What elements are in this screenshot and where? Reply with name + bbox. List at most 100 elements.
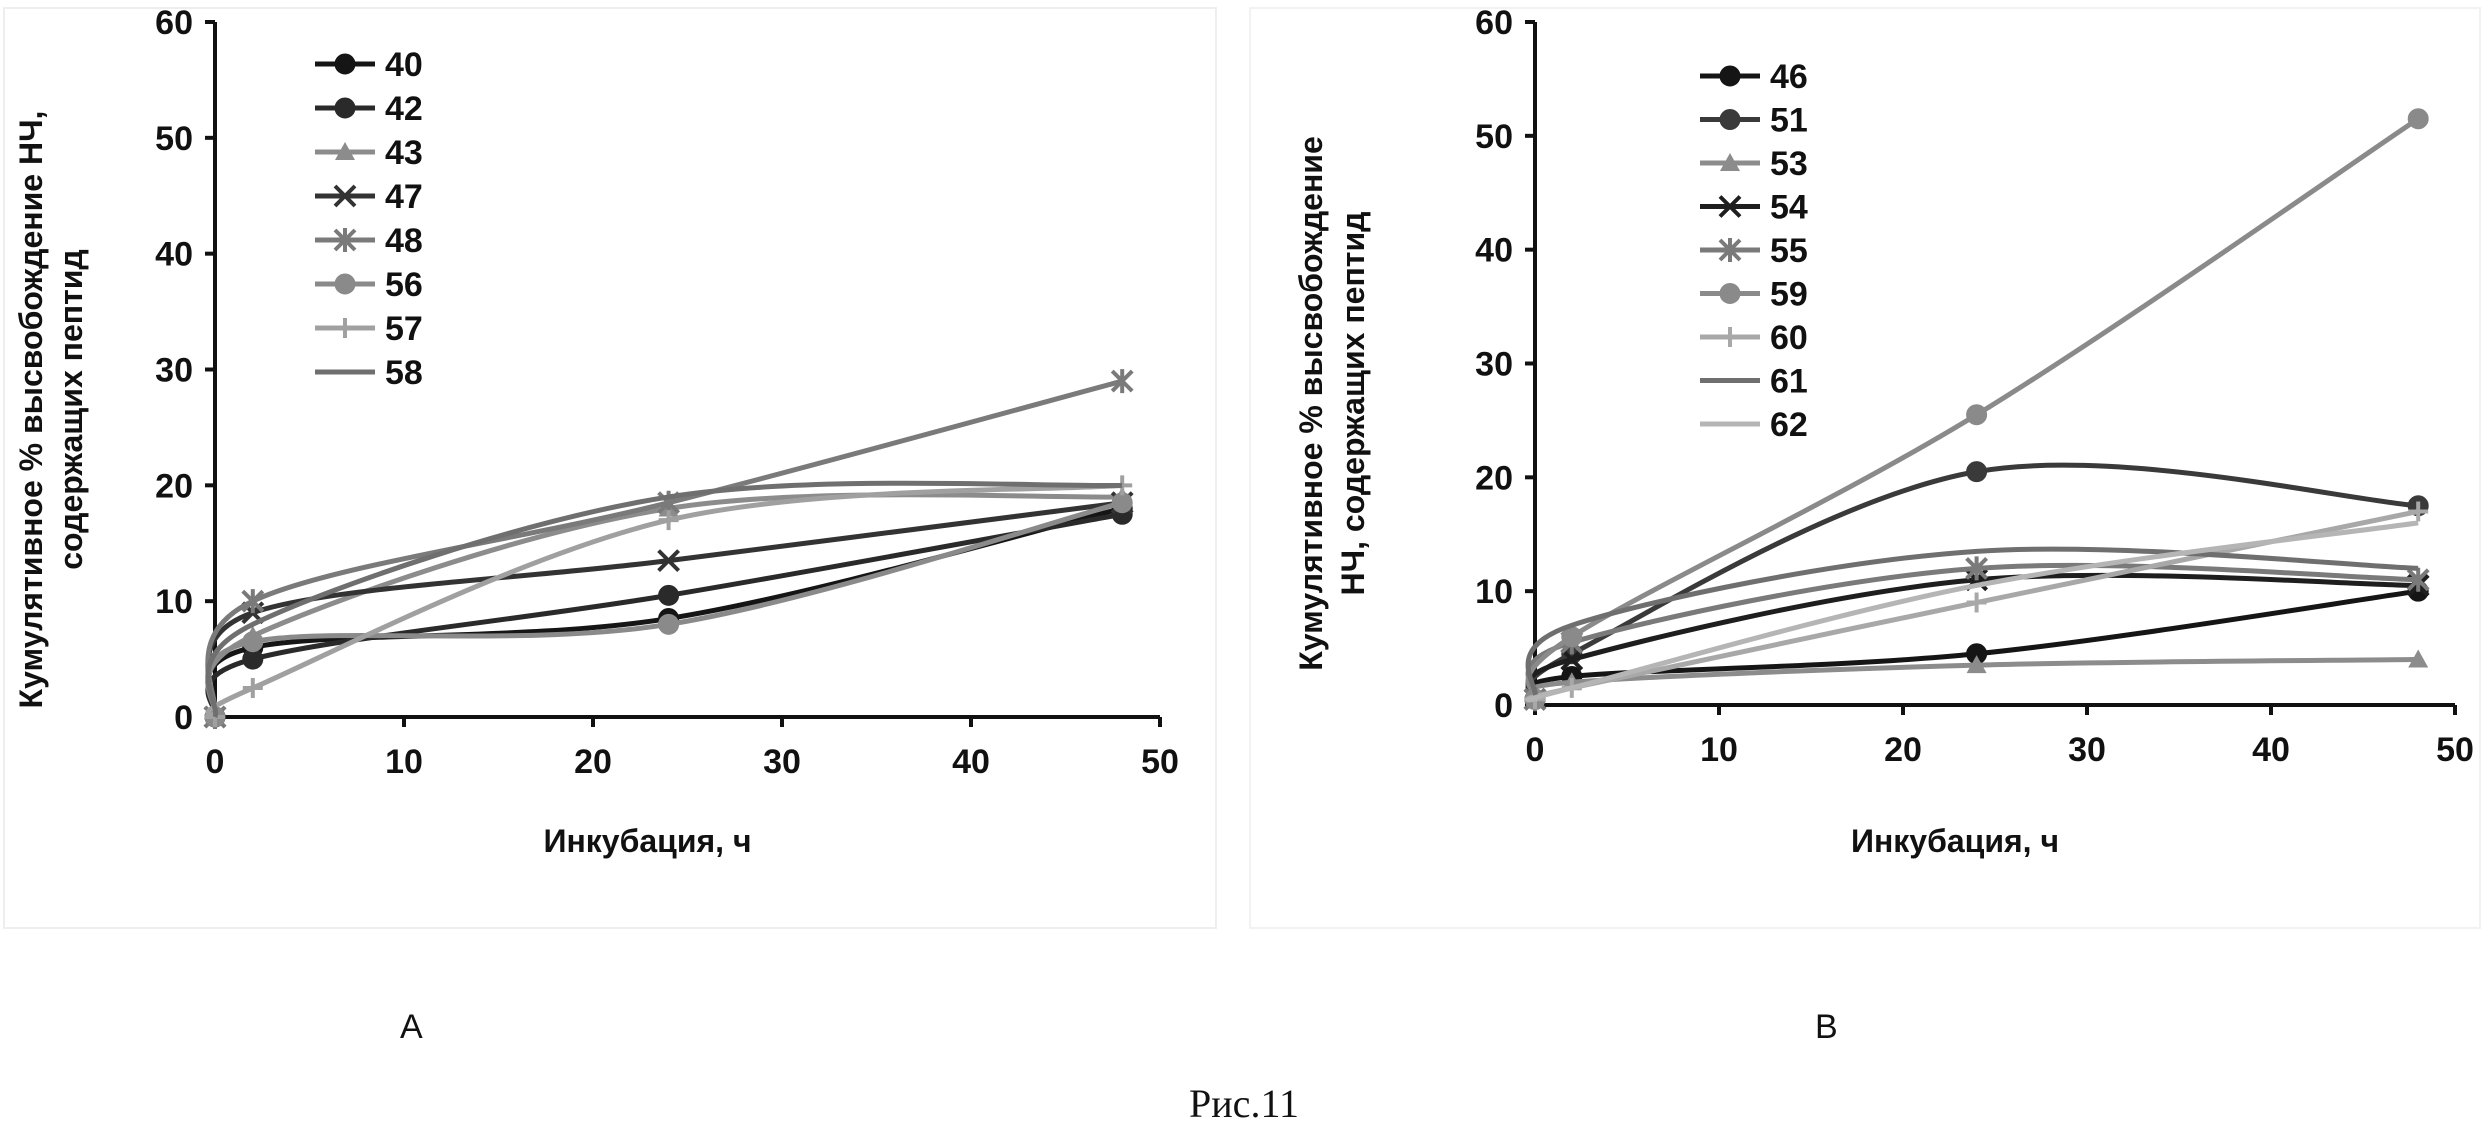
- legend-marker-55: [1718, 238, 1742, 262]
- data-point-54: [1560, 648, 1584, 671]
- data-point-60: [1966, 592, 1987, 613]
- legend-marker-43: [335, 142, 355, 160]
- y-tick-label: 50: [155, 120, 193, 158]
- y-axis-label: Кумулятивное % высвобождение НЧ,: [13, 111, 49, 709]
- y-axis-label: содержащих пептид: [53, 249, 89, 570]
- x-axis-label: Инкубация, ч: [543, 823, 751, 859]
- legend-label: 43: [385, 134, 423, 172]
- panel-b-frame: [1249, 7, 2481, 929]
- y-tick-label: 20: [155, 467, 193, 505]
- series-line-55: [1525, 562, 2419, 701]
- series-54: [1523, 568, 2430, 711]
- data-point-55: [1965, 556, 1989, 581]
- legend-label: 62: [1770, 406, 1808, 444]
- data-point-56: [1111, 492, 1133, 514]
- x-tick-label: 50: [1141, 743, 1179, 781]
- x-tick-label: 30: [763, 743, 801, 781]
- panel-label-a: A: [400, 1008, 423, 1046]
- x-tick-label: 50: [2436, 731, 2474, 769]
- x-tick-label: 10: [385, 743, 423, 781]
- y-tick-label: 60: [1475, 4, 1513, 42]
- x-tick-label: 30: [2068, 731, 2106, 769]
- y-axis-label: Кумулятивное % высвобождение: [1293, 136, 1329, 671]
- legend-marker-47: [333, 184, 357, 208]
- legend-marker-40: [334, 53, 356, 75]
- legend-marker-51: [1719, 109, 1741, 130]
- legend-marker-59: [1719, 283, 1741, 304]
- legend-marker-60: [1720, 327, 1740, 347]
- legend-label: 42: [385, 90, 423, 128]
- y-axis-label: НЧ, содержащих пептид: [1335, 212, 1371, 596]
- data-point-57: [242, 678, 263, 699]
- y-tick-label: 10: [155, 583, 193, 621]
- series-line-62: [1525, 520, 2419, 703]
- y-tick-label: 0: [174, 699, 193, 737]
- series-line-58: [205, 480, 1123, 718]
- y-tick-label: 20: [1475, 459, 1513, 497]
- data-point-60: [2408, 501, 2429, 522]
- legend-marker-48: [333, 228, 357, 252]
- legend-label: 55: [1770, 232, 1808, 270]
- legend-marker-56: [334, 273, 356, 295]
- series-line-57: [205, 482, 1123, 719]
- series-line-53: [1525, 656, 2419, 702]
- series-40: [204, 498, 1133, 728]
- legend-label: 47: [385, 178, 423, 216]
- x-tick-label: 20: [1884, 731, 1922, 769]
- legend-label: 46: [1770, 58, 1808, 96]
- legend-marker-46: [1719, 65, 1741, 87]
- legend-marker-54: [1718, 195, 1742, 218]
- series-line-54: [1525, 572, 2419, 701]
- data-point-48: [1110, 369, 1134, 394]
- legend-label: 48: [385, 222, 423, 260]
- legend-label: 53: [1770, 145, 1808, 183]
- series-line-61: [1525, 546, 2419, 701]
- data-point-56: [658, 613, 680, 635]
- x-tick-label: 0: [1526, 731, 1545, 769]
- data-point-57: [658, 510, 679, 531]
- series-48: [203, 369, 1134, 729]
- data-point-47: [657, 549, 681, 573]
- legend-marker-53: [1720, 153, 1740, 171]
- x-axis-label: Инкубация, ч: [1851, 823, 2059, 859]
- legend-label: 58: [385, 354, 423, 392]
- legend-label: 61: [1770, 363, 1808, 401]
- series-53: [1525, 649, 2429, 708]
- legend-label: 60: [1770, 319, 1808, 357]
- x-tick-label: 0: [206, 743, 225, 781]
- y-tick-label: 60: [155, 4, 193, 42]
- data-point-42: [658, 584, 680, 606]
- y-tick-label: 30: [1475, 346, 1513, 384]
- y-tick-label: 40: [1475, 232, 1513, 270]
- legend-marker-57: [335, 318, 355, 338]
- legend-marker-42: [334, 97, 356, 119]
- data-point-59: [2407, 108, 2429, 130]
- series-line-48: [205, 378, 1123, 718]
- data-point-53: [2408, 649, 2429, 668]
- data-point-59: [1966, 404, 1988, 426]
- y-tick-label: 50: [1475, 118, 1513, 156]
- chart-a: 0 10 20 30 40 50 60 0 10 20 30 40 50 Инкубация, ч Куму…: [13, 4, 1179, 859]
- series-62: [1525, 520, 2419, 703]
- legend-label: 51: [1770, 102, 1808, 140]
- legend-label: 40: [385, 46, 423, 84]
- y-tick-label: 0: [1494, 687, 1513, 725]
- y-tick-label: 10: [1475, 573, 1513, 611]
- legend-label: 59: [1770, 276, 1808, 314]
- legend-label: 57: [385, 310, 423, 348]
- panel-label-b: B: [1815, 1008, 1838, 1046]
- series-line-59: [1525, 116, 2420, 701]
- y-tick-label: 30: [155, 352, 193, 390]
- legend-label: 54: [1770, 189, 1808, 227]
- data-point-56: [242, 631, 264, 653]
- x-tick-label: 10: [1700, 731, 1738, 769]
- x-tick-label: 40: [2252, 731, 2290, 769]
- x-tick-label: 20: [574, 743, 612, 781]
- data-point-53: [1966, 655, 1987, 674]
- legend-label: 56: [385, 266, 423, 304]
- data-point-51: [1966, 461, 1988, 483]
- data-point-48: [241, 589, 265, 614]
- series-58: [205, 480, 1123, 718]
- series-line-56: [205, 500, 1123, 719]
